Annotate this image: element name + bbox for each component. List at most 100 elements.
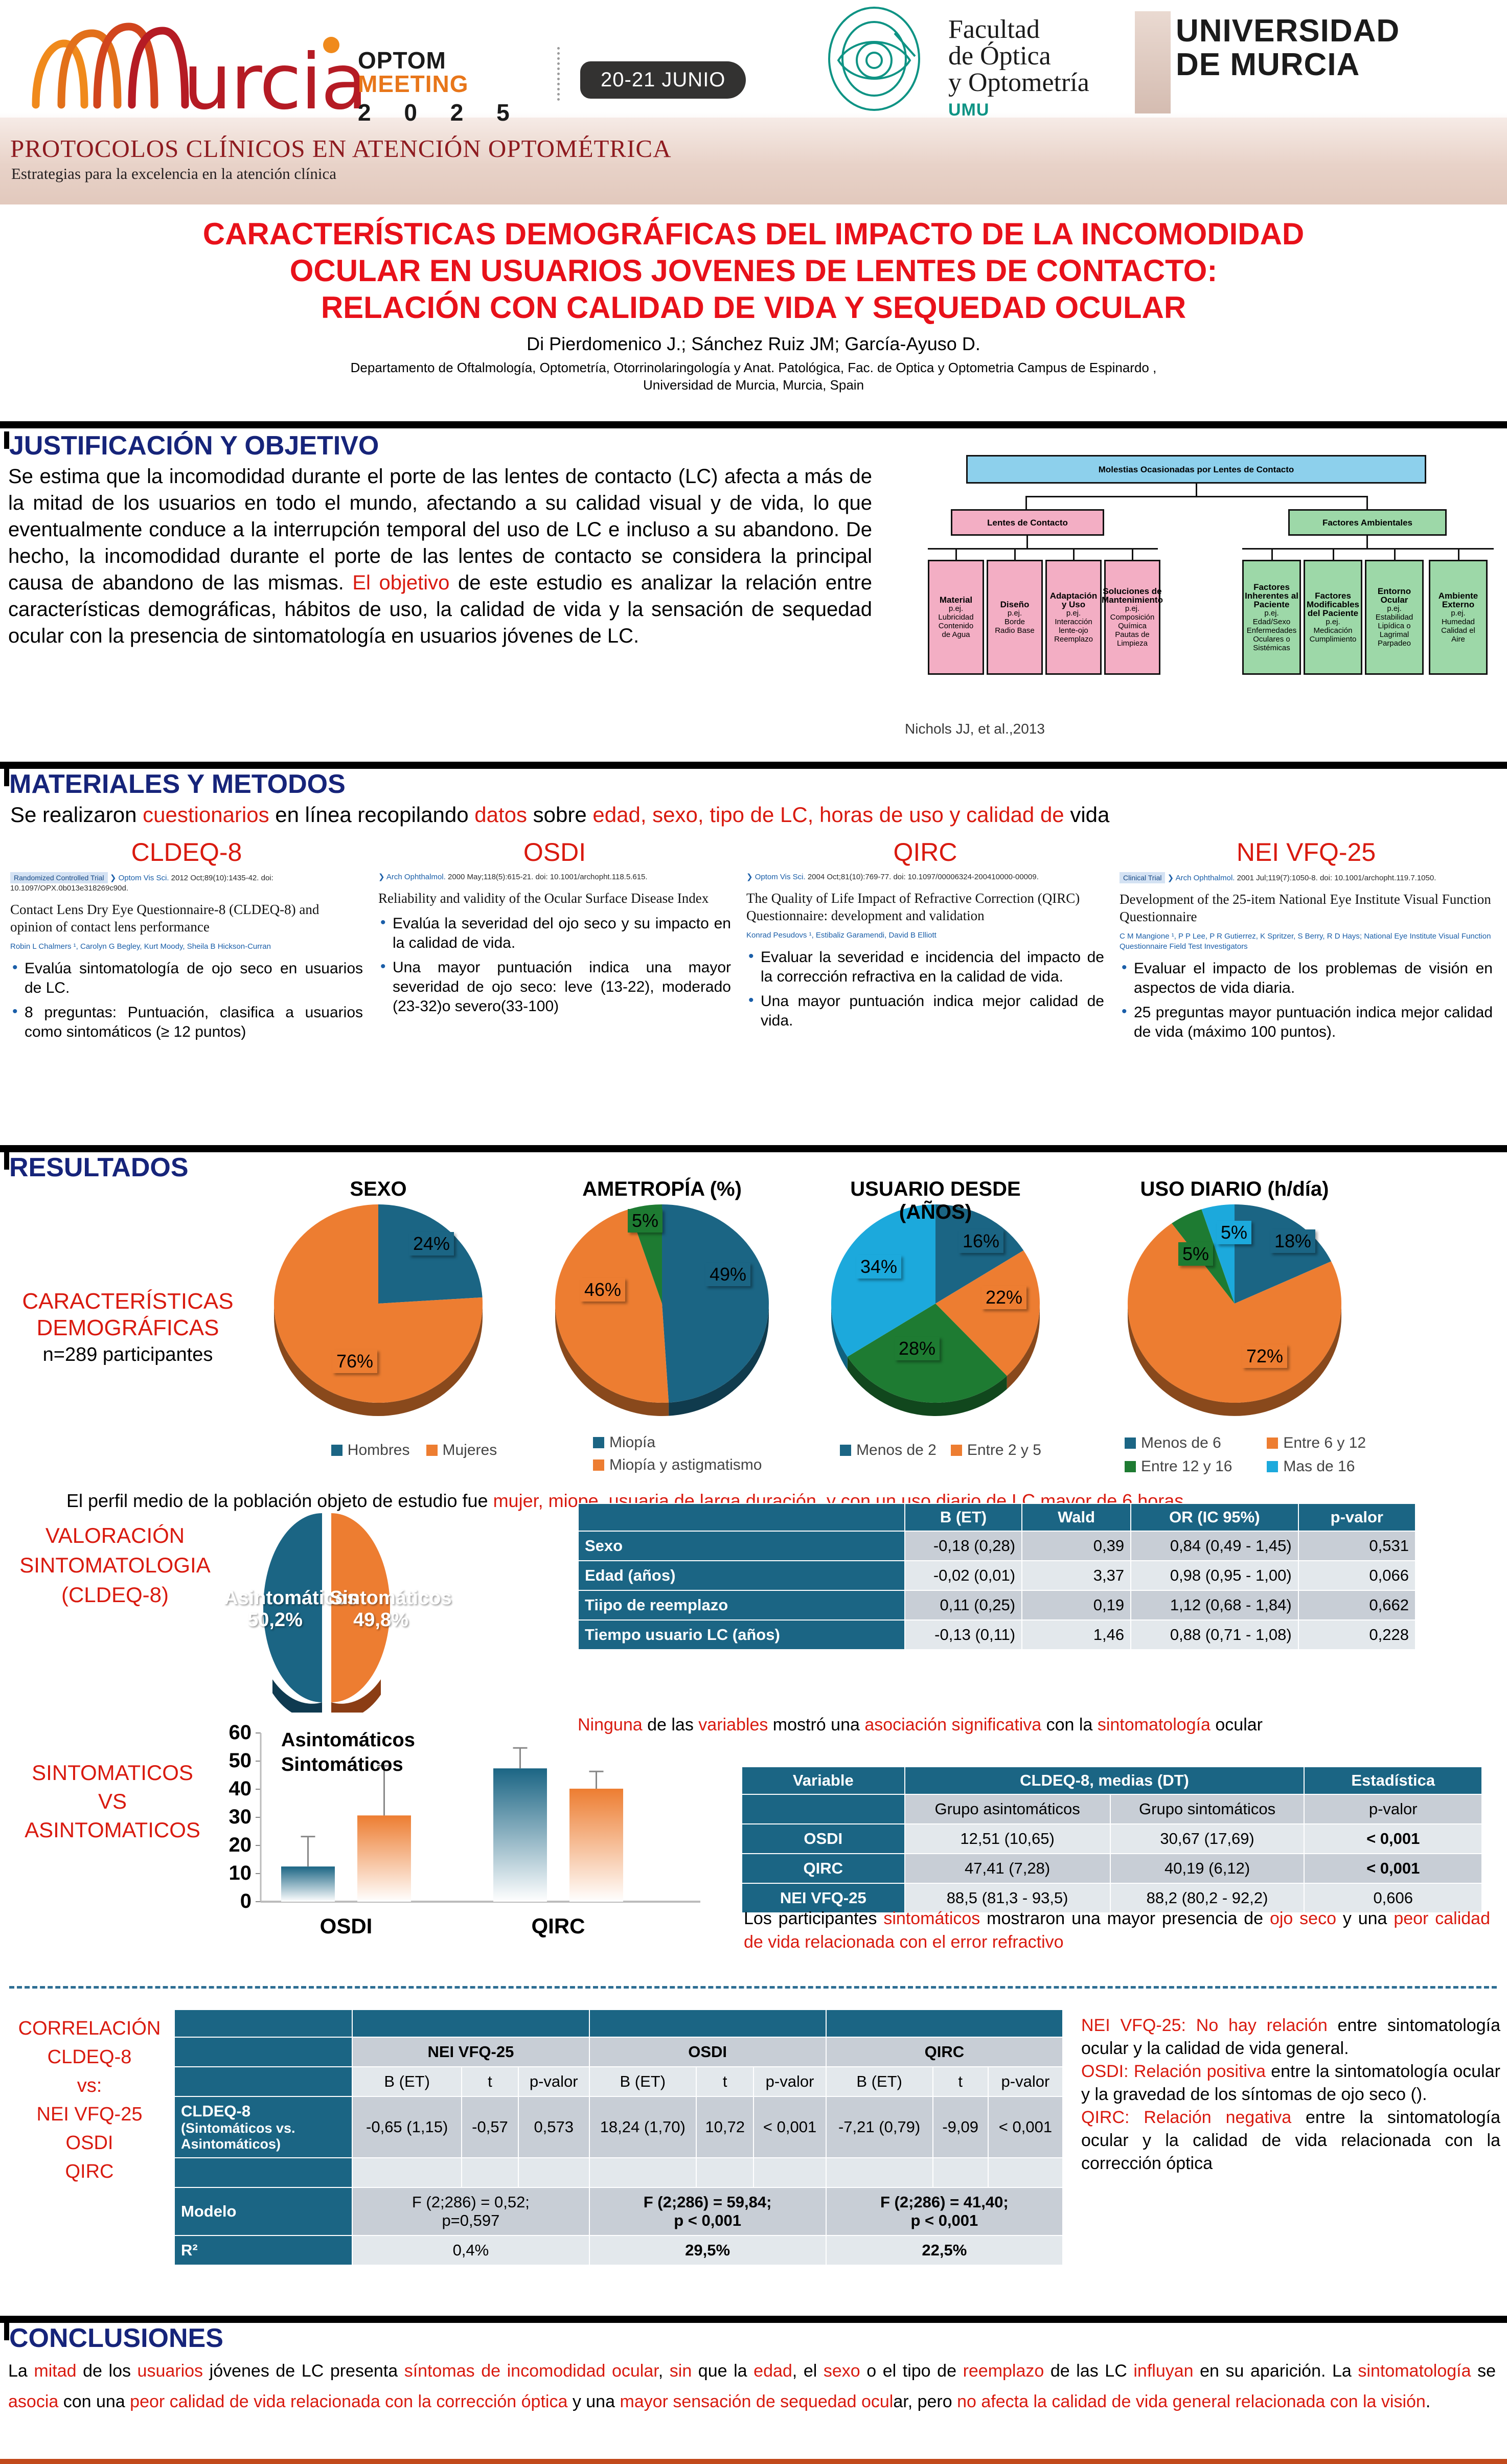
correlation-spacer-cell (517, 2157, 590, 2188)
conclusion-segment-13: reemplazo (963, 2361, 1044, 2381)
legend-swatch (1267, 1461, 1278, 1472)
sint-line-2: VS (98, 1789, 127, 1813)
regression-table-header-row: B (ET) Wald OR (IC 95%) p-valor (578, 1503, 1417, 1532)
pie-slice (1128, 1223, 1341, 1403)
diagram-leaf-detail: p.ej. Interacción lente-ojo Reemplazo (1054, 608, 1093, 644)
y-axis-tick-label: 60 (229, 1723, 252, 1744)
correlacion-label-line-1: CLDEQ-8 (47, 2046, 132, 2068)
chart-legend: Hombres Mujeres (302, 1442, 527, 1459)
dashed-divider (9, 1986, 1497, 1989)
lead-a: Se realizaron (10, 803, 143, 827)
justificacion-paragraph-1: Se estima que la incomodidad durante el … (8, 465, 872, 594)
diagram-connector (1014, 548, 1016, 560)
table-row: NEI VFQ-25 88,5 (81,3 - 93,5) 88,2 (80,2 -… (741, 1883, 1482, 1913)
correlacion-label-line-5: QIRC (65, 2161, 114, 2182)
sint-line-1: SINTOMATICOS (32, 1761, 193, 1785)
profile-summary-prefix: El perfil medio de la población objeto d… (66, 1490, 493, 1511)
list-item: Evalúa sintomatología de ojo seco en usu… (10, 958, 363, 998)
diagram-connector (1026, 536, 1028, 548)
correlation-modelo-cell: F (2;286) = 59,84; p < 0,001 (588, 2187, 827, 2236)
correlation-subheader: p-valor (987, 2066, 1064, 2097)
citation-type-badge: Clinical Trial (1120, 872, 1166, 883)
correlation-group-header-row: NEI VFQ-25 OSDI QIRC (173, 2037, 1064, 2067)
diagram-branch-ambientales: Factores Ambientales (1288, 509, 1447, 536)
note-head: NEI VFQ-25 (1081, 2016, 1181, 2035)
pie-slice-asintomaticos (263, 1513, 322, 1702)
means-cell: 30,67 (17,69) (1109, 1823, 1305, 1854)
conclusion-segment-3: usuarios (137, 2361, 203, 2381)
legend-item: Hombres (331, 1442, 410, 1458)
citation-type-badge: Randomized Controlled Trial (10, 872, 108, 883)
conclusion-segment-21: peor calidad de vida relacionada con la … (130, 2392, 568, 2411)
pie-chart-sexo: SEXO 24% 76% Hombres Mujeres (271, 1178, 497, 1458)
means-header-row-1: Variable CLDEQ-8, medias (DT) Estadística (741, 1766, 1482, 1795)
citation-journal: Optom Vis Sci. (755, 873, 806, 881)
asintomaticos-label: Asintomáticos 50,2% (224, 1587, 358, 1631)
affiliation-line-2: Universidad de Murcia, Murcia, Spain (643, 377, 864, 393)
chart-title: USO DIARIO (h/día) (1140, 1178, 1329, 1200)
valoracion-line-3: (CLDEQ-8) (61, 1583, 169, 1607)
correlation-cell: -7,21 (0,79) (825, 2096, 933, 2158)
note-rest: entre sintomatología ocular y la calidad… (1081, 2016, 1500, 2058)
materiales-lead: Se realizaron cuestionarios en línea rec… (10, 803, 1493, 827)
legend-item: Menos de 6 (1125, 1431, 1263, 1455)
regression-cell: -0,13 (0,11) (904, 1619, 1023, 1650)
diagram-branch-left-label: Lentes de Contacto (987, 517, 1068, 528)
regression-cell: 3,37 (1021, 1560, 1132, 1591)
diagram-connector (1457, 548, 1459, 560)
conclusion-segment-10: , el (792, 2361, 824, 2381)
pie-slice (935, 1204, 1024, 1304)
regression-cell: 0,84 (0,49 - 1,45) (1130, 1531, 1299, 1561)
faculty-umu-label: UMU (948, 100, 990, 120)
correlacion-label-line-2: vs: (77, 2075, 102, 2096)
conference-title: PROTOCOLOS CLÍNICOS EN ATENCIÓN OPTOMÉTR… (10, 134, 672, 163)
correlation-spacer-header (588, 2009, 827, 2038)
table-row: Tiipo de reemplazo 0,11 (0,25) 0,19 1,12 (0… (578, 1590, 1417, 1621)
correlation-subheader: p-valor (517, 2066, 590, 2097)
pie-data-label: 18% (1270, 1229, 1316, 1253)
section-divider-bar-materiales (0, 762, 1507, 769)
regression-cell: 0,531 (1297, 1531, 1417, 1561)
questionnaire-name: NEI VFQ-25 (1236, 838, 1376, 866)
title-line-2: OCULAR EN USUARIOS JOVENES DE LENTES DE … (289, 254, 1218, 288)
questionnaire-card-neivfq25: NEI VFQ-25 Clinical Trial ❯ Arch Ophthalm… (1120, 837, 1493, 1042)
regression-col-header: B (ET) (904, 1503, 1023, 1532)
legend-item: Sintomáticos (281, 1754, 403, 1775)
diagram-connector (1025, 496, 1368, 497)
correlation-subheader: B (ET) (588, 2066, 697, 2097)
means-subcol-header (741, 1794, 905, 1824)
justificacion-body: Se estima que la incomodidad durante el … (8, 463, 872, 649)
pie-slice (274, 1204, 483, 1403)
pie-data-label: 24% (409, 1232, 454, 1256)
pie-svg (1128, 1204, 1341, 1416)
correlation-blank-cell (173, 2037, 353, 2067)
note-red: : No hay relación (1181, 2016, 1328, 2035)
conclusion-segment-26: . (1425, 2392, 1431, 2411)
note-rest: entre la sintomatología ocular y la cali… (1081, 2108, 1500, 2173)
valoracion-label: VALORACIÓN SINTOMATOLOGIA (CLDEQ-8) (5, 1521, 225, 1610)
pie-slice-side (331, 1679, 381, 1719)
pie-data-label: 5% (1217, 1221, 1252, 1244)
note-f: con la (1041, 1715, 1098, 1735)
correlation-subheader: t (696, 2066, 755, 2097)
section-resultados: RESULTADOS CARACTERÍSTICAS DEMOGRÁFICAS … (0, 1145, 1507, 2306)
note-h: ocular (1210, 1715, 1263, 1735)
poster-header: urcia OPTOM MEETING 2 0 2 5 20-21 JUNIO … (0, 0, 1507, 204)
correlation-subheader: t (932, 2066, 989, 2097)
chart-legend: Miopía Miopía y astigmatismo (593, 1431, 833, 1476)
means-subcol-header: Grupo sintomáticos (1109, 1794, 1305, 1824)
correlacion-label-line-3: NEI VFQ-25 (36, 2104, 143, 2125)
symptomatic-split-pie: Asintomáticos 50,2% Sintomáticos 49,8% (220, 1498, 452, 1719)
section-tick-conclusiones (4, 2323, 9, 2340)
questionnaire-card-osdi: OSDI ❯ Arch Ophthalmol. 2000 May;118(5):6… (378, 837, 731, 1016)
diagram-leaf-left-1: Diseño p.ej. Borde Radio Base (987, 560, 1043, 675)
correlation-spacer-cell (588, 2157, 697, 2188)
legend-item: Asintomáticos (281, 1729, 415, 1751)
note-rest: entre la sintomatología ocular y la grav… (1081, 2062, 1501, 2104)
section-materiales: MATERIALES Y METODOS Se realizaron cuest… (0, 762, 1507, 1145)
legend-swatch (950, 1445, 962, 1456)
legend-row: Menos de 6 Entre 6 y 12 (1125, 1431, 1411, 1455)
correlation-spacer-header (352, 2009, 590, 2038)
regression-cell: 0,228 (1297, 1619, 1417, 1650)
chevron-right-icon: ❯ (109, 874, 119, 882)
